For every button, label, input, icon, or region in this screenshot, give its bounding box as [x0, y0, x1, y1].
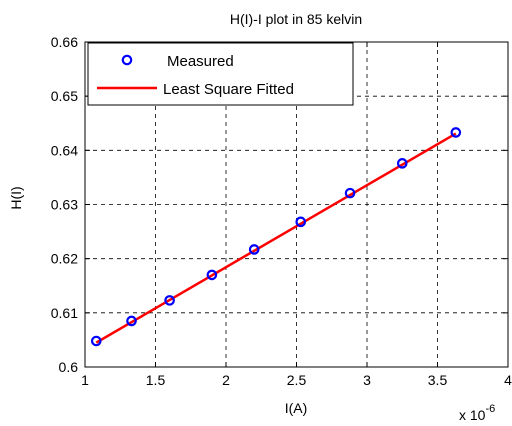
measured-point: [164, 295, 175, 306]
measured-point: [206, 269, 218, 281]
measured-point: [344, 187, 356, 199]
x-tick-label: 1.5: [146, 372, 166, 388]
legend-label-fitted: Least Square Fitted: [163, 81, 294, 98]
legend-box: [87, 42, 354, 106]
x-tick-label: 1: [81, 372, 89, 388]
measured-point: [295, 216, 307, 228]
x-tick-label: 2.5: [287, 372, 307, 388]
x-tick-label: 4: [504, 372, 512, 388]
x-axis-multiplier-exponent: -6: [485, 403, 495, 415]
measured-point: [450, 127, 462, 138]
legend-label-measured: Measured: [167, 53, 234, 70]
fitted-line: [95, 132, 457, 344]
measured-point: [90, 335, 102, 347]
measured-point: [396, 158, 408, 169]
y-tick-label: 0.65: [51, 88, 78, 104]
y-tick-label: 0.62: [51, 251, 78, 267]
x-axis-label: I(A): [285, 400, 308, 416]
x-tick-label: 2: [222, 372, 230, 388]
y-tick-label: 0.6: [59, 359, 79, 375]
legend-marker-measured: [121, 54, 133, 66]
y-tick-label: 0.66: [51, 34, 78, 50]
y-tick-label: 0.61: [51, 305, 78, 321]
legend: Measured Least Square Fitted: [87, 42, 354, 106]
y-tick-label: 0.64: [51, 142, 78, 158]
tick-labels: 1 1.5 2 2.5 3 3.5 4 0.6 0.61 0.62 0.63 0.64 0.65 0.66: [51, 34, 512, 388]
series-layer: [90, 127, 462, 347]
measured-point: [248, 244, 260, 255]
axes: [84, 41, 509, 368]
chart-title: H(I)-I plot in 85 kelvin: [230, 11, 362, 27]
x-axis-multiplier-base: x 10: [459, 407, 486, 423]
grid: [85, 42, 508, 367]
plot-frame: [84, 41, 509, 368]
y-axis-label: H(I): [8, 186, 24, 209]
x-tick-label: 3: [363, 372, 371, 388]
y-tick-label: 0.63: [51, 197, 78, 213]
measured-point: [126, 315, 137, 327]
x-tick-label: 3.5: [428, 372, 448, 388]
x-axis-multiplier: x 10-6: [459, 403, 495, 423]
